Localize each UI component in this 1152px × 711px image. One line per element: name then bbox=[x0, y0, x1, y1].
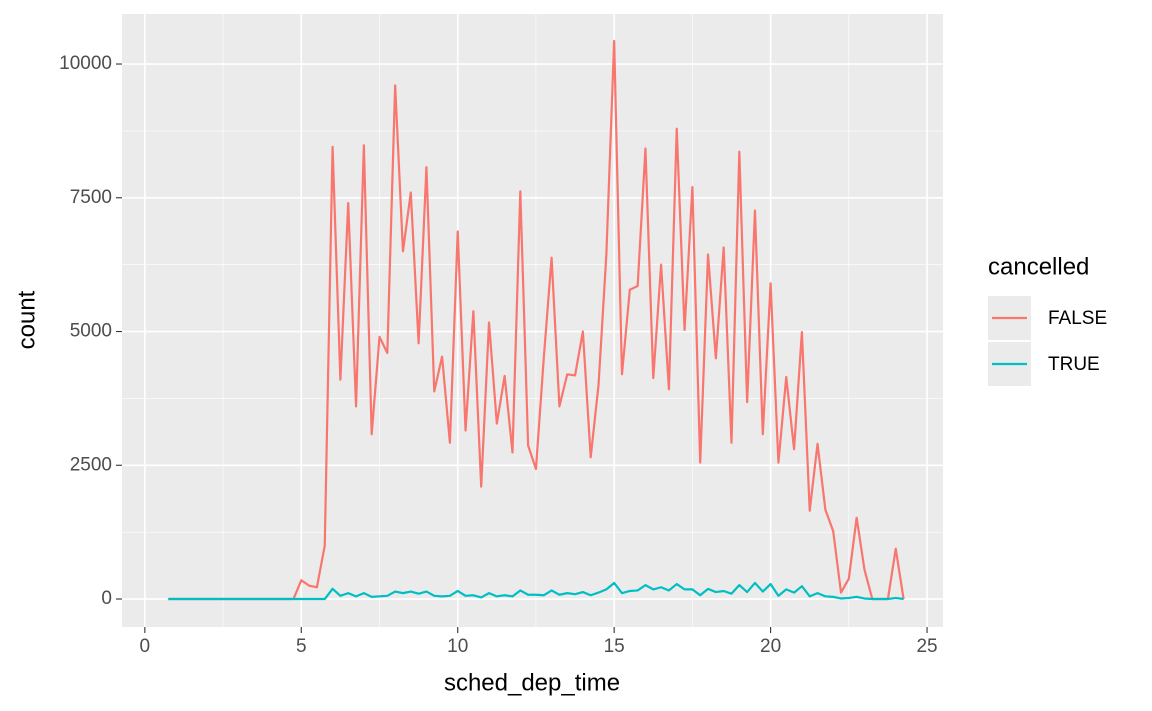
x-tick-label: 25 bbox=[916, 636, 937, 657]
legend-title: cancelled bbox=[988, 253, 1089, 280]
legend-label: TRUE bbox=[1048, 354, 1100, 375]
x-tick-label: 15 bbox=[604, 636, 625, 657]
y-tick-label: 0 bbox=[101, 588, 112, 609]
x-tick-label: 10 bbox=[447, 636, 468, 657]
legend-label: FALSE bbox=[1048, 308, 1107, 329]
y-tick-label: 5000 bbox=[70, 321, 112, 342]
x-axis-title: sched_dep_time bbox=[444, 669, 620, 696]
y-tick-label: 2500 bbox=[70, 454, 112, 475]
y-axis-title: count bbox=[13, 290, 40, 349]
x-tick-label: 20 bbox=[760, 636, 781, 657]
y-tick-label: 7500 bbox=[70, 187, 112, 208]
y-tick-label: 10000 bbox=[59, 53, 112, 74]
series-line bbox=[168, 581, 904, 601]
x-tick-label: 0 bbox=[140, 636, 151, 657]
panel bbox=[122, 14, 943, 627]
x-tick-label: 5 bbox=[296, 636, 307, 657]
